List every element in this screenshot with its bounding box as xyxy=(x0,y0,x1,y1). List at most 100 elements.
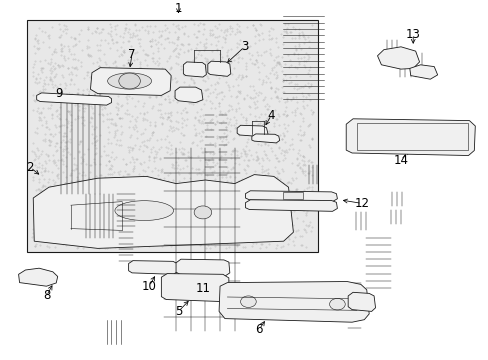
Point xyxy=(174,230,182,236)
Point xyxy=(65,172,73,178)
Point xyxy=(303,56,311,62)
Point xyxy=(205,27,213,33)
Point xyxy=(29,64,37,70)
Point xyxy=(112,39,120,44)
Point xyxy=(170,199,178,205)
Point xyxy=(288,189,296,194)
Point xyxy=(30,44,38,49)
Point xyxy=(164,114,172,120)
Point xyxy=(284,52,291,58)
Point xyxy=(140,100,147,106)
Point xyxy=(38,66,46,71)
Point xyxy=(107,215,115,221)
Point xyxy=(232,94,240,100)
Point xyxy=(39,216,47,222)
Point xyxy=(60,130,68,136)
Point xyxy=(240,209,247,215)
Point xyxy=(194,92,202,98)
Point xyxy=(52,49,60,55)
Point xyxy=(258,241,265,247)
Point xyxy=(59,161,66,166)
Point xyxy=(215,22,223,27)
Point xyxy=(226,59,234,65)
Point xyxy=(257,131,265,137)
Point xyxy=(111,244,119,250)
Point xyxy=(114,169,122,175)
Point xyxy=(167,195,175,201)
Point xyxy=(187,206,195,211)
Point xyxy=(213,46,221,52)
Point xyxy=(213,80,221,85)
Point xyxy=(65,139,73,145)
Point xyxy=(132,156,140,162)
Point xyxy=(84,26,92,31)
Point xyxy=(221,152,229,157)
Point xyxy=(106,120,114,126)
Point xyxy=(266,84,274,90)
Point xyxy=(72,162,80,168)
Point xyxy=(278,183,286,189)
Point xyxy=(118,129,125,135)
Point xyxy=(167,39,175,45)
Point xyxy=(145,137,153,143)
Point xyxy=(31,162,39,167)
Point xyxy=(169,97,177,103)
Point xyxy=(117,45,125,50)
Point xyxy=(31,211,39,216)
Point xyxy=(148,103,156,108)
Point xyxy=(88,94,96,99)
Point xyxy=(143,75,151,81)
Point xyxy=(111,210,119,215)
Point xyxy=(238,74,245,80)
Point xyxy=(178,114,186,120)
Polygon shape xyxy=(207,61,230,76)
Point xyxy=(79,245,87,251)
Point xyxy=(210,34,218,40)
Point xyxy=(167,64,175,69)
Point xyxy=(65,239,73,245)
Point xyxy=(242,73,249,79)
Point xyxy=(213,91,221,97)
Point xyxy=(58,157,65,162)
Point xyxy=(209,159,217,165)
Point xyxy=(137,161,145,166)
Point xyxy=(67,33,75,39)
Point xyxy=(111,58,119,63)
Point xyxy=(265,70,273,76)
Point xyxy=(110,120,118,126)
Point xyxy=(271,88,279,94)
Point xyxy=(69,56,77,62)
Point xyxy=(235,130,243,136)
Point xyxy=(61,26,68,32)
Point xyxy=(66,112,74,117)
Point xyxy=(66,95,74,101)
Point xyxy=(193,193,201,198)
Point xyxy=(290,64,298,70)
Point xyxy=(244,163,251,168)
Point xyxy=(38,202,45,207)
Point xyxy=(35,117,43,123)
Point xyxy=(56,63,64,69)
Point xyxy=(201,246,209,251)
Point xyxy=(154,69,162,75)
Point xyxy=(98,227,105,233)
Point xyxy=(144,191,152,197)
Point xyxy=(253,232,261,238)
Point xyxy=(70,228,78,234)
Point xyxy=(288,160,296,166)
Point xyxy=(54,92,61,98)
Point xyxy=(65,198,73,204)
Point xyxy=(271,75,279,81)
Point xyxy=(50,238,58,243)
Point xyxy=(65,198,73,204)
Point xyxy=(71,42,79,48)
Point xyxy=(53,108,61,113)
Point xyxy=(265,32,273,38)
Point xyxy=(184,89,192,95)
Point xyxy=(254,156,262,161)
Point xyxy=(279,157,287,163)
Point xyxy=(160,205,168,211)
Point xyxy=(111,122,119,128)
Point xyxy=(133,184,141,189)
Point xyxy=(171,207,179,213)
